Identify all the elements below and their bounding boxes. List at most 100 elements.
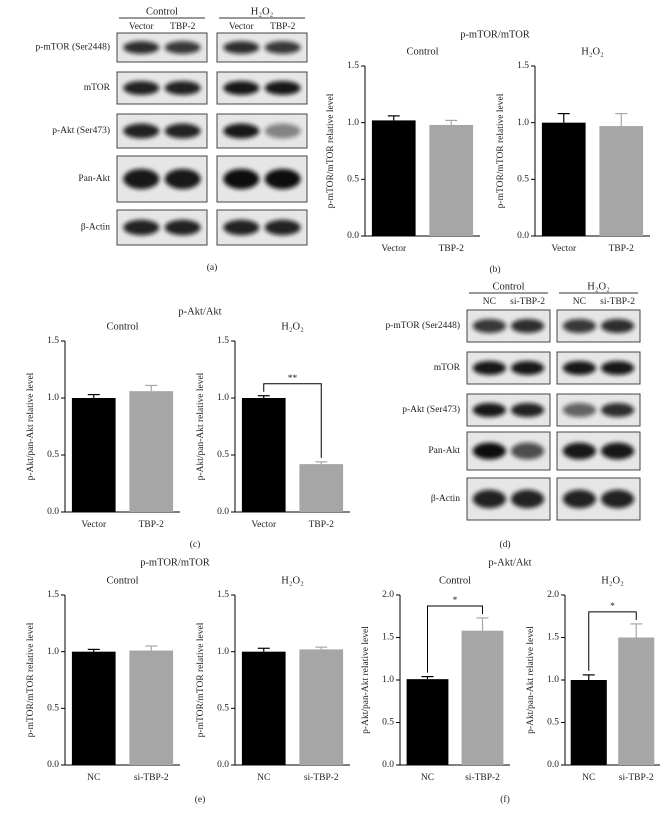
lane-label: si-TBP-2: [600, 297, 635, 307]
blot-band: [472, 442, 507, 460]
blot-band: [123, 41, 160, 54]
x-tick-label: Vector: [251, 520, 277, 530]
y-tick-label: 0.5: [47, 450, 59, 460]
significance-bracket: [263, 383, 322, 458]
y-axis-label: p-Akt/pan-Akt relative level: [526, 626, 536, 734]
bar: [299, 464, 344, 512]
blot-band: [223, 80, 260, 96]
bar: [241, 651, 286, 765]
y-tick-label: 1.5: [347, 61, 359, 71]
y-tick-label: 1.0: [547, 675, 559, 685]
error-bar: [315, 461, 328, 465]
panel-label: (b): [489, 264, 500, 275]
bar: [429, 124, 474, 236]
chart-title: H₂O₂: [281, 575, 304, 586]
error-bar: [315, 646, 328, 650]
y-axis-label: p-mTOR/mTOR relative level: [496, 93, 506, 208]
blot-band: [264, 80, 301, 96]
row-label: p-mTOR (Ser2448): [386, 320, 461, 331]
x-tick-label: si-TBP-2: [134, 773, 169, 783]
y-tick-label: 0.0: [547, 760, 559, 770]
bar: [71, 398, 116, 512]
error-bar: [421, 675, 434, 680]
bar: [241, 398, 286, 512]
y-tick-label: 0.5: [347, 175, 359, 185]
blot-band: [164, 123, 201, 139]
group-label: Control: [146, 6, 178, 17]
blot-band: [123, 80, 160, 96]
blot-band: [164, 41, 201, 54]
x-tick-label: Vector: [81, 520, 107, 530]
lane-label: NC: [483, 297, 496, 307]
y-tick-label: 1.5: [517, 61, 529, 71]
y-tick-label: 0.0: [217, 507, 229, 517]
blot-band: [600, 402, 635, 418]
significance-label: *: [610, 602, 615, 612]
y-tick-label: 1.0: [47, 393, 59, 403]
y-tick-label: 2.0: [382, 590, 394, 600]
blot-band: [123, 219, 160, 236]
y-tick-label: 1.5: [47, 590, 59, 600]
x-tick-label: NC: [257, 773, 270, 783]
error-bar: [582, 674, 595, 680]
y-tick-label: 0.5: [382, 718, 394, 728]
y-tick-label: 1.0: [217, 647, 229, 657]
y-axis-label: p-mTOR/mTOR relative level: [326, 93, 336, 208]
x-tick-label: Vector: [381, 244, 407, 254]
blot-band: [510, 402, 545, 418]
y-tick-label: 0.0: [517, 231, 529, 241]
y-axis-label: p-mTOR/mTOR relative level: [26, 622, 36, 737]
x-tick-label: TBP-2: [439, 244, 465, 254]
chart-title: Control: [106, 575, 138, 586]
row-label: Pan-Akt: [428, 446, 460, 456]
group-label: H₂O₂: [587, 281, 610, 292]
chart-title: Control: [406, 46, 438, 57]
blot-band: [223, 168, 260, 190]
blot-band: [562, 402, 597, 418]
blot-band: [264, 41, 301, 54]
error-bar: [557, 112, 570, 123]
y-tick-label: 1.5: [547, 633, 559, 643]
bar: [599, 126, 644, 236]
chart-title: H₂O₂: [601, 575, 624, 586]
panel-label: (c): [190, 539, 201, 550]
row-label: mTOR: [84, 83, 111, 93]
blot-band: [472, 402, 507, 418]
row-label: β-Actin: [431, 494, 460, 504]
panel-label: (e): [195, 794, 206, 805]
bar: [71, 651, 116, 765]
x-tick-label: NC: [87, 773, 100, 783]
blot-band: [600, 442, 635, 460]
x-tick-label: TBP-2: [609, 244, 635, 254]
figure-title: p-Akt/Akt: [488, 557, 531, 568]
significance-bracket: [427, 605, 483, 673]
y-tick-label: 1.0: [517, 118, 529, 128]
lane-label: NC: [573, 297, 586, 307]
group-label: Control: [492, 281, 524, 292]
y-tick-label: 0.0: [217, 760, 229, 770]
row-label: mTOR: [434, 363, 461, 373]
y-tick-label: 1.0: [47, 647, 59, 657]
blot-band: [472, 360, 507, 376]
significance-bracket: [588, 611, 637, 671]
blot-band: [223, 41, 260, 54]
y-tick-label: 1.5: [47, 336, 59, 346]
error-bar: [145, 645, 158, 651]
blot-band: [164, 219, 201, 236]
figure-title: p-Akt/Akt: [178, 306, 221, 317]
bar: [371, 120, 416, 236]
blot-band: [123, 168, 160, 190]
blot-band: [562, 489, 597, 509]
significance-label: **: [288, 374, 298, 384]
y-tick-label: 0.0: [347, 231, 359, 241]
row-label: p-Akt (Ser473): [52, 125, 110, 136]
error-bar: [87, 648, 100, 652]
blot-band: [510, 489, 545, 509]
blot-band: [264, 123, 301, 139]
bar: [129, 650, 174, 765]
blot-band: [562, 360, 597, 376]
chart-title: H₂O₂: [281, 321, 304, 332]
blot-band: [562, 442, 597, 460]
error-bar: [445, 119, 458, 125]
